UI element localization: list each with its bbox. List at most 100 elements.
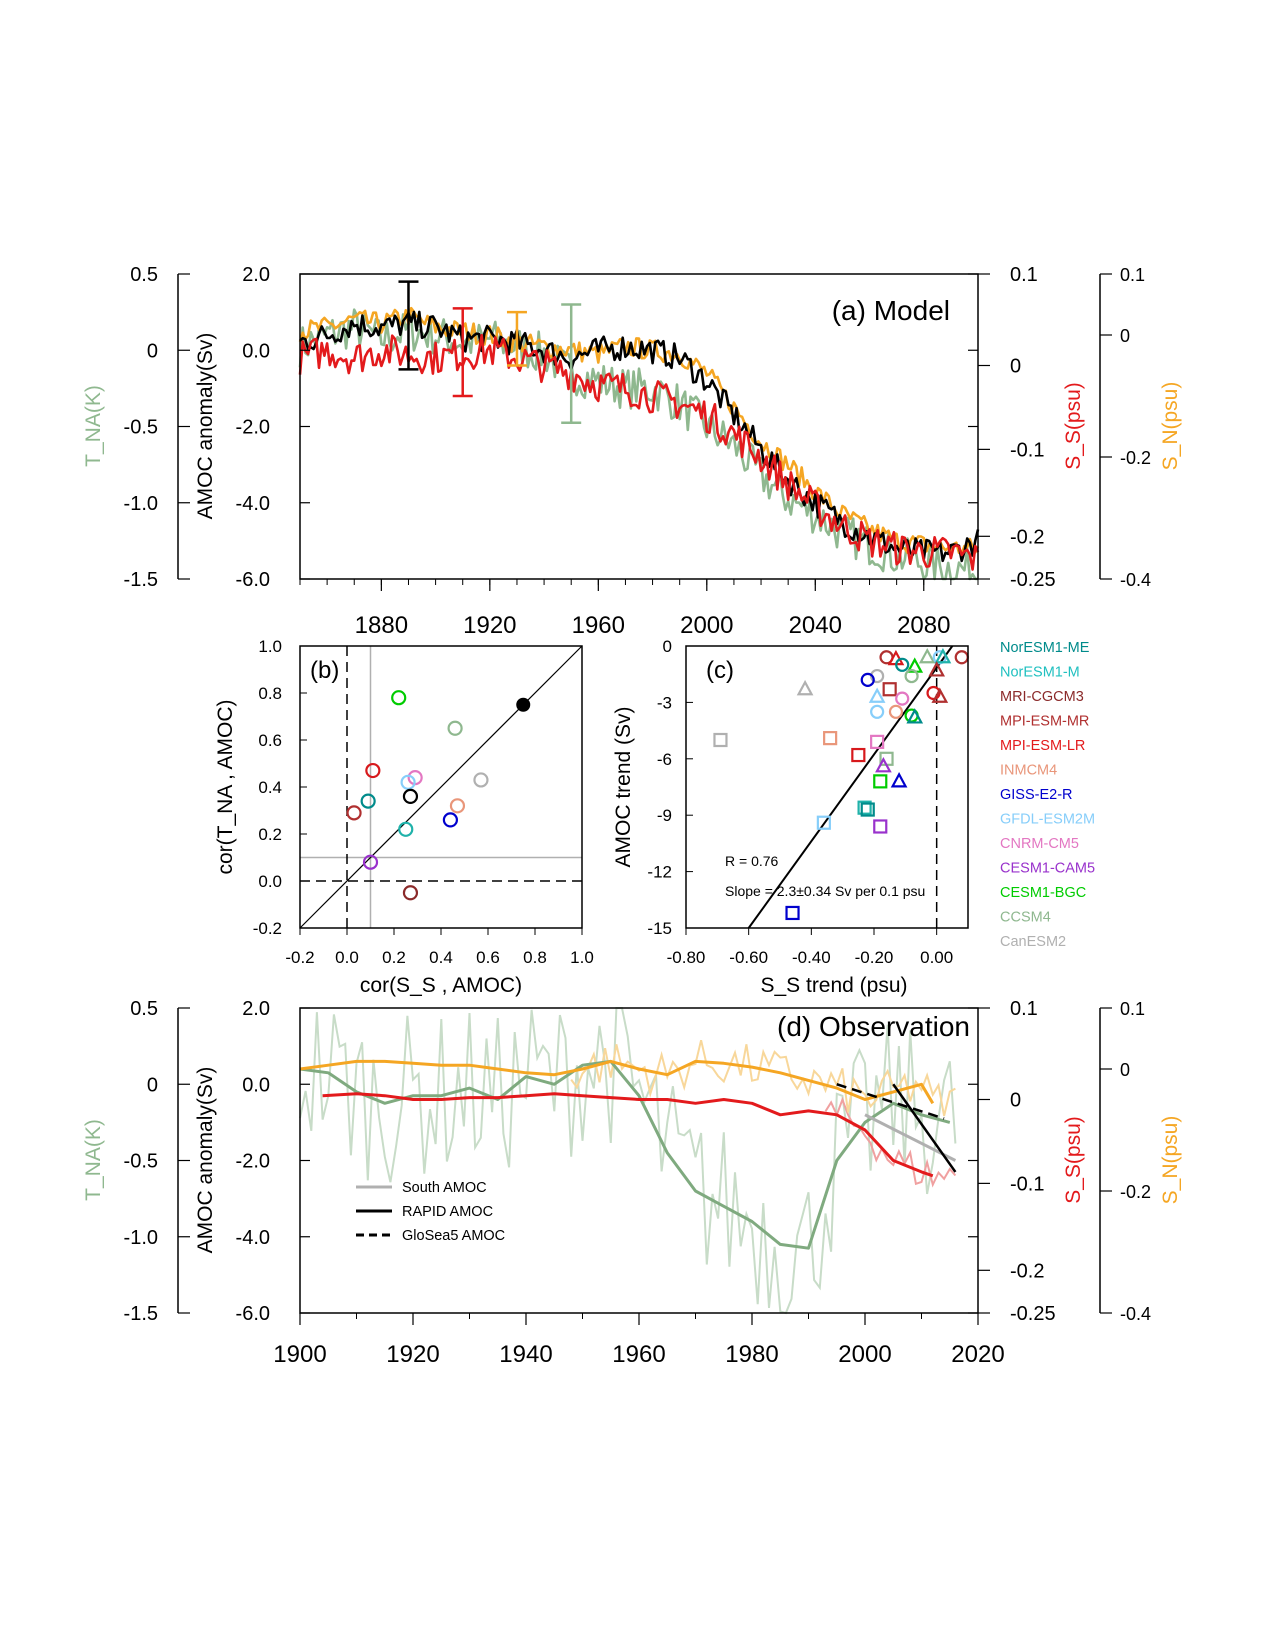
scatter-triangle [906,708,924,724]
scatter-square [882,682,897,697]
panel-d-ylabel-far-left: T_NA(K) [82,1119,105,1201]
y-right-tick-label: -0.1 [1010,1173,1044,1195]
scatter-triangle [796,679,814,696]
far-right-tick-label: 0.1 [1120,265,1145,285]
panel-d: 1900 1920 1940 1960 1980 2000 2020 2.0 0.0 -2.0 -4… [82,998,1182,1368]
panel-d-label: (d) Observation [777,1011,970,1042]
far-left-tick-label: -1.5 [124,569,158,591]
y-left-tick-label: 0.0 [242,340,270,362]
y-right-tick-label: 0.1 [1010,998,1038,1020]
y-left-tick-label: -2.0 [236,1151,270,1173]
panel-a: 1880 1920 1960 2000 2040 2080 2.0 0.0 -2.0 -4.0 -6… [82,264,1182,639]
y-right-tick-label: 0 [1010,356,1021,378]
panel-c: -0.80 -0.60 -0.40 -0.20 0.00 0 -3 -6 -9 -12 -15 (c… [612,637,969,997]
scatter-triangle [918,647,936,664]
far-left-tick-label: -0.5 [124,1151,158,1173]
panel-d-ylabel-left: AMOC anomaly(Sv) [194,1067,217,1254]
y-tick-label: -12 [647,863,672,882]
smooth-series-line [299,1059,935,1105]
scatter-triangle [928,661,946,677]
scatter-circle [895,657,910,672]
x-tick-label: 1880 [355,612,408,639]
y-left-tick-label: 0.0 [242,1074,270,1096]
far-right-tick-label: -0.2 [1120,448,1151,468]
one-to-one-line [299,645,583,929]
y-right-tick-label: 0 [1010,1090,1021,1112]
far-right-tick-label: 0 [1120,326,1130,346]
scatter-point [442,812,458,828]
regression-line [747,645,954,929]
y-tick-label: -9 [657,806,672,825]
scatter-point [400,774,416,790]
x-tick-label: 0.00 [920,948,953,967]
x-tick-label: 2080 [897,612,950,639]
y-right-tick-label: -0.2 [1010,526,1044,548]
trend-line-glosea5-amoc [836,1083,945,1120]
x-tick-label: 0.8 [523,948,547,967]
panel-a-axes: 1880 1920 1960 2000 2040 2080 2.0 0.0 -2.0 -4.0 -6… [124,264,1152,639]
scatter-point [398,821,414,837]
legend-model-entry: CNRM-CM5 [1000,836,1079,852]
panel-d-series [299,1007,957,1315]
scatter-square [873,819,888,834]
y-right-tick-label: -0.2 [1010,1260,1044,1282]
far-right-tick-label: 0.1 [1120,999,1145,1019]
panel-b-xlabel: cor(S_S , AMOC) [360,974,522,997]
panel-a-ylabel-far-left: T_NA(K) [82,385,105,467]
raw-series-line [299,1007,957,1315]
series-line-s_s [298,333,980,571]
scatter-point-filled [516,697,531,712]
scatter-square [860,802,875,817]
panel-b-axes: -0.2 0.0 0.2 0.4 0.6 0.8 1.0 1.0 0.8 0.6 0.4 0.2 0.0… [253,637,594,967]
panel-d-ylabel-far-right: S_N(psu) [1159,1116,1182,1205]
scatter-triangle [890,772,908,788]
scatter-square [873,774,888,789]
legend-model-entry: INMCM4 [1000,763,1057,779]
legend-model-entry: NorESM1-M [1000,665,1080,681]
y-tick-label: 1.0 [258,637,282,656]
legend-label: South AMOC [402,1180,487,1196]
scatter-square [857,800,872,815]
legend-model-entry: CCSM4 [1000,910,1051,926]
far-left-tick-label: -1.0 [124,493,158,515]
panel-d-legend: South AMOC RAPID AMOC GloSea5 AMOC [356,1180,505,1244]
legend-model-entry: MPI-ESM-LR [1000,738,1085,754]
panel-a-series [298,306,980,581]
legend-model-entry: GISS-E2-R [1000,787,1073,803]
x-tick-label: 0.0 [335,948,359,967]
x-tick-label: 0.6 [476,948,500,967]
panel-b: -0.2 0.0 0.2 0.4 0.6 0.8 1.0 1.0 0.8 0.6 0.4 0.2 0.0… [214,637,594,997]
x-tick-label: 1960 [612,1341,665,1368]
y-left-tick-label: 2.0 [242,998,270,1020]
scatter-triangle [868,687,886,703]
far-right-tick-label: -0.2 [1120,1182,1151,1202]
scatter-square [823,731,838,746]
scatter-square [816,815,831,830]
trend-line-rapid-amoc [892,1083,957,1173]
far-left-tick-label: -0.5 [124,417,158,439]
scatter-circle [870,704,885,719]
series-line-amoc [299,310,980,563]
panel-b-ylabel: cor(T_NA , AMOC) [214,699,237,874]
scatter-circle [926,685,941,701]
y-left-tick-label: -4.0 [236,1227,270,1249]
y-left-tick-label: -6.0 [236,569,270,591]
far-left-tick-label: -1.0 [124,1227,158,1249]
far-right-tick-label: -0.4 [1120,1304,1151,1324]
y-tick-label: 0 [663,637,672,656]
y-left-tick-label: -4.0 [236,493,270,515]
far-right-tick-label: -0.4 [1120,570,1151,590]
scatter-point [362,854,379,870]
x-tick-label: 0.4 [429,948,453,967]
scatter-circle [954,650,969,665]
scatter-square [785,905,800,921]
x-tick-label: 1900 [273,1341,326,1368]
far-right-tick-label: 0 [1120,1060,1130,1080]
x-tick-label: 1980 [725,1341,778,1368]
scatter-square [851,747,866,763]
panel-c-frame [685,645,969,929]
legend-model-entry: NorESM1-ME [1000,640,1090,656]
y-tick-label: 0.8 [258,684,282,703]
scatter-circle [895,691,910,706]
